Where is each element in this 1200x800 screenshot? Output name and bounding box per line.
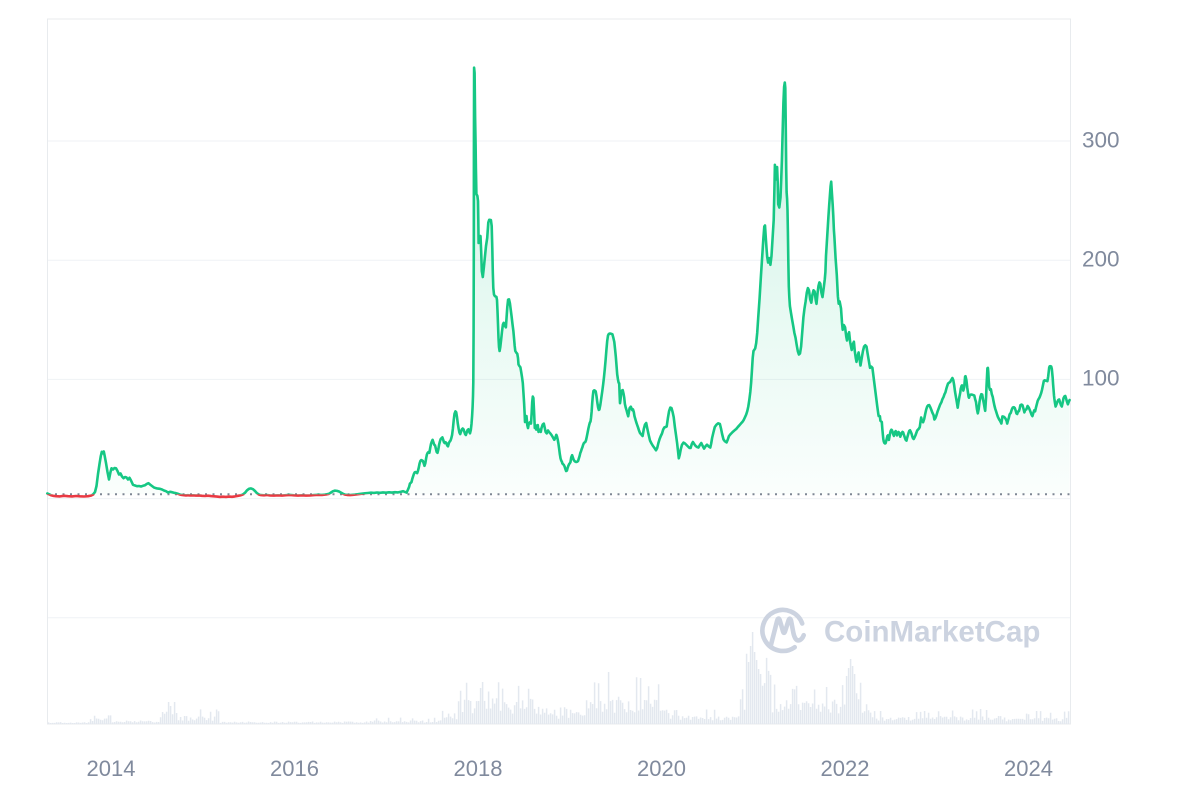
svg-text:300: 300 <box>1082 127 1120 152</box>
svg-text:2016: 2016 <box>270 756 319 781</box>
svg-text:CoinMarketCap: CoinMarketCap <box>824 616 1040 649</box>
svg-text:2020: 2020 <box>637 756 686 781</box>
svg-text:2022: 2022 <box>821 756 870 781</box>
svg-text:100: 100 <box>1082 366 1120 391</box>
svg-text:200: 200 <box>1082 247 1120 272</box>
svg-text:2014: 2014 <box>87 756 136 781</box>
svg-text:2024: 2024 <box>1004 756 1053 781</box>
svg-text:2018: 2018 <box>454 756 503 781</box>
